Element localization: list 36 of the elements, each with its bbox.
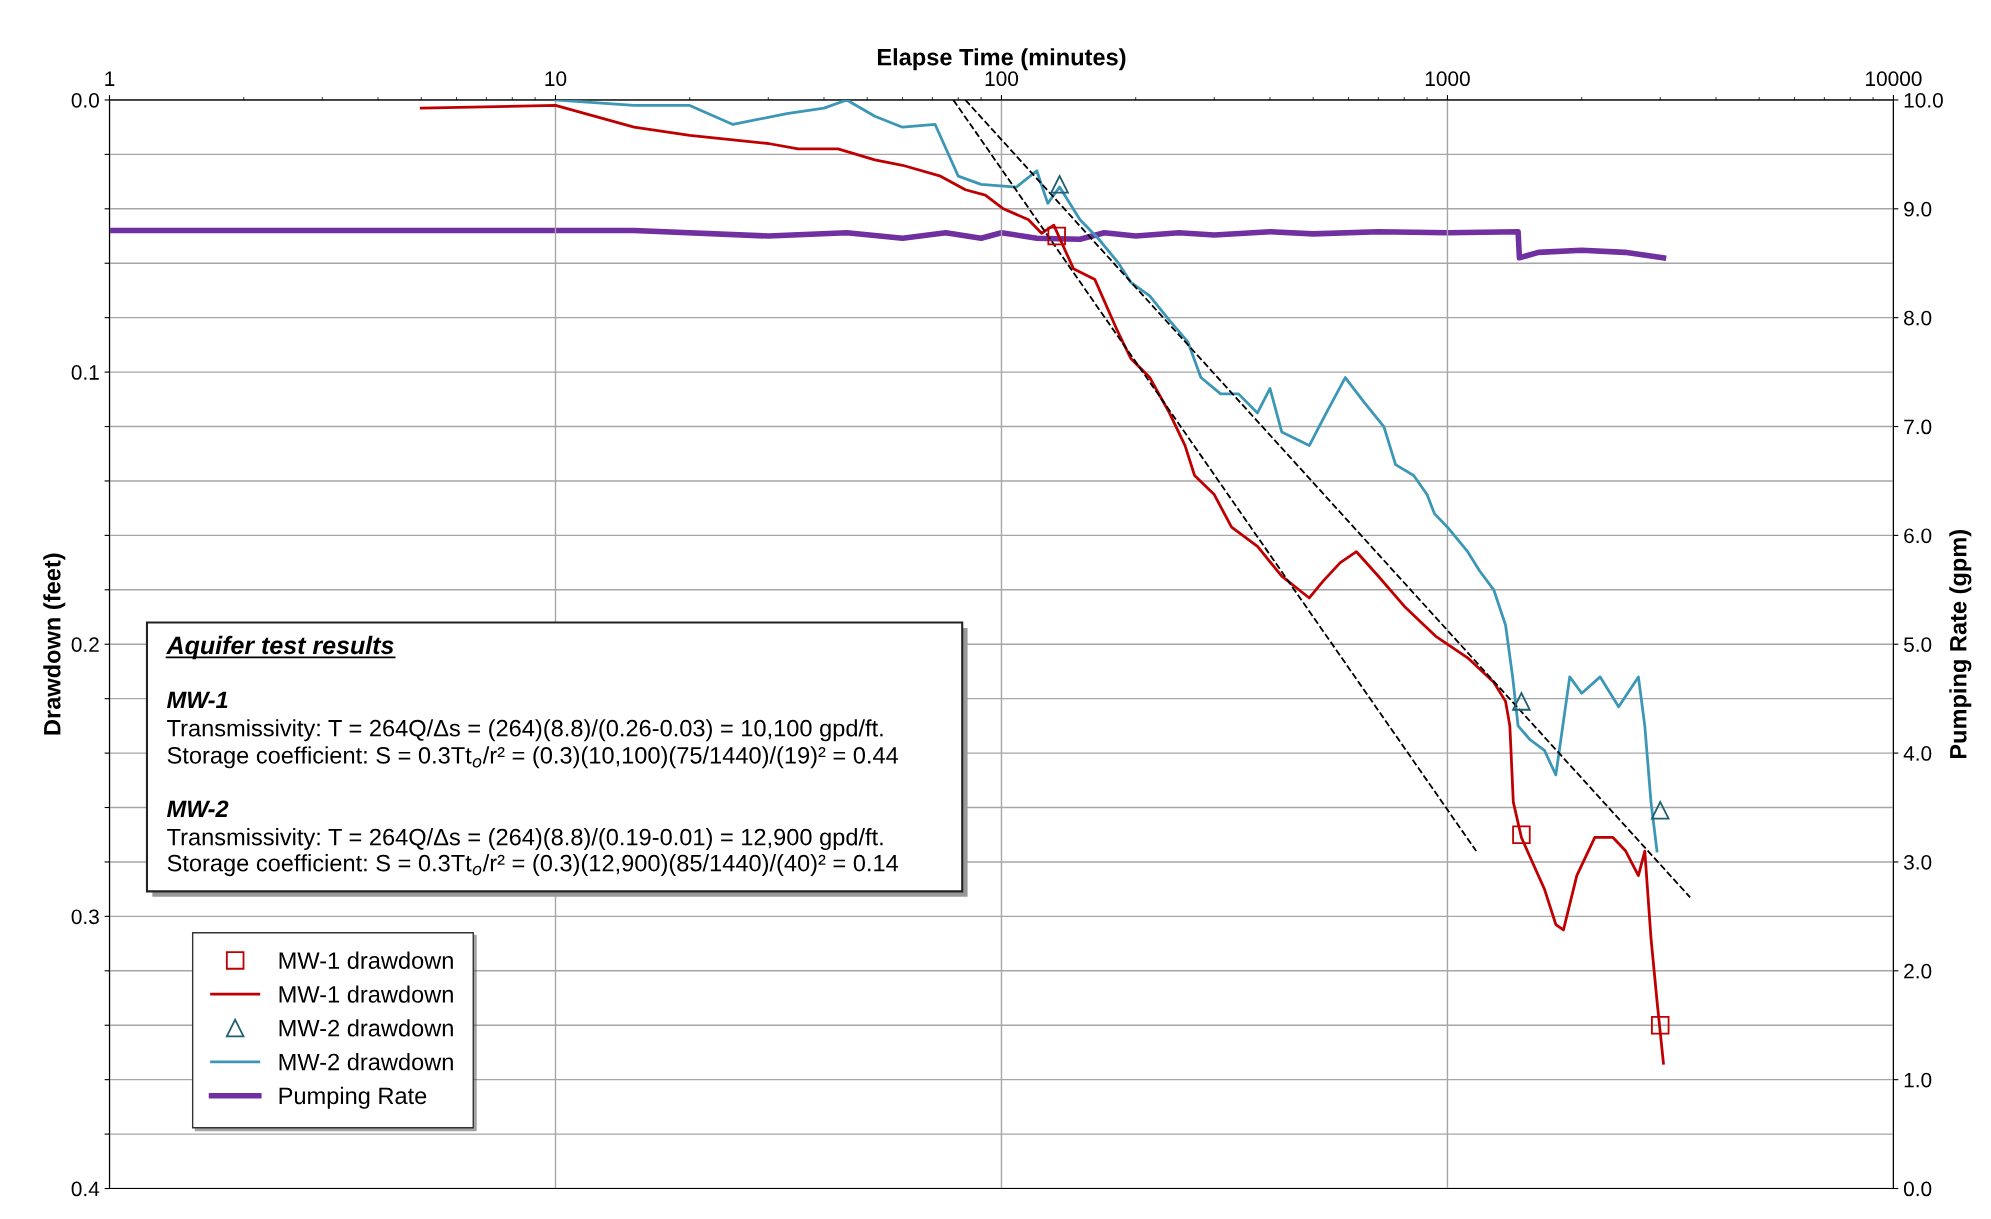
annotation: Transmissivity: T = 264Q/Δs = (264)(8.8)/(0.26-0.03) = 10,100 gpd/ft. [167, 719, 883, 742]
y-tick-label: 0.2 [71, 637, 99, 652]
annotation: Transmissivity: T = 264Q/Δs = (264)(8.8)/(0.19-0.01) = 12,900 gpd/ft. [167, 828, 883, 851]
y2-tick-label: 7.0 [1904, 419, 1932, 435]
legend-label: Pumping Rate [279, 1086, 427, 1109]
annotation: Storage coefficient: S = 0.3Tt$_{o}$/r² = (0.3)(12,900)(85/1440)/(40)² = 0.14 [167, 854, 899, 877]
annotation: Aquifer test results [166, 635, 394, 660]
y2-tick-label: 2.0 [1904, 963, 1932, 979]
y2-tick-label: 6.0 [1904, 528, 1932, 544]
y2-tick-label: 8.0 [1904, 310, 1932, 326]
x-tick-label: 10000 [1866, 71, 1922, 87]
y2-tick-label: 9.0 [1904, 201, 1932, 217]
x-tick-label: 100 [985, 71, 1019, 87]
x-tick-label: 1 [105, 71, 115, 86]
x-axis-title: Elapse Time (minutes) [877, 48, 1126, 71]
y2-axis-title: Pumping Rate (gpm) [1949, 529, 1972, 759]
x-tick-label: 1000 [1425, 71, 1470, 87]
annotation: MW-2 [167, 800, 229, 817]
y-tick-label: 0.1 [71, 365, 99, 380]
y2-tick-label: 0.0 [1903, 1181, 1932, 1197]
legend-label: MW-1 drawdown [279, 951, 453, 969]
annotation: MW-1 [167, 691, 228, 709]
y2-tick-label: 4.0 [1903, 746, 1932, 761]
y-axis-title: Drawdown (feet) [43, 553, 66, 735]
y-tick-label: 0.4 [71, 1181, 100, 1197]
y2-tick-label: 1.0 [1904, 1072, 1932, 1088]
x-tick-label: 10 [545, 71, 567, 87]
legend-label: MW-2 drawdown [279, 1053, 453, 1071]
y2-tick-label: 3.0 [1903, 854, 1932, 870]
y-tick-label: 0.0 [71, 92, 99, 108]
y2-tick-label: 10.0 [1904, 92, 1943, 108]
y-tick-label: 0.3 [71, 909, 99, 925]
y2-tick-label: 5.0 [1904, 637, 1932, 652]
legend-label: MW-2 drawdown [279, 1019, 453, 1037]
annotation: Storage coefficient: S = 0.3Tt$_{o}$/r² = (0.3)(10,100)(75/1440)/(19)² = 0.44 [167, 746, 899, 769]
legend-label: MW-1 drawdown [279, 985, 453, 1003]
